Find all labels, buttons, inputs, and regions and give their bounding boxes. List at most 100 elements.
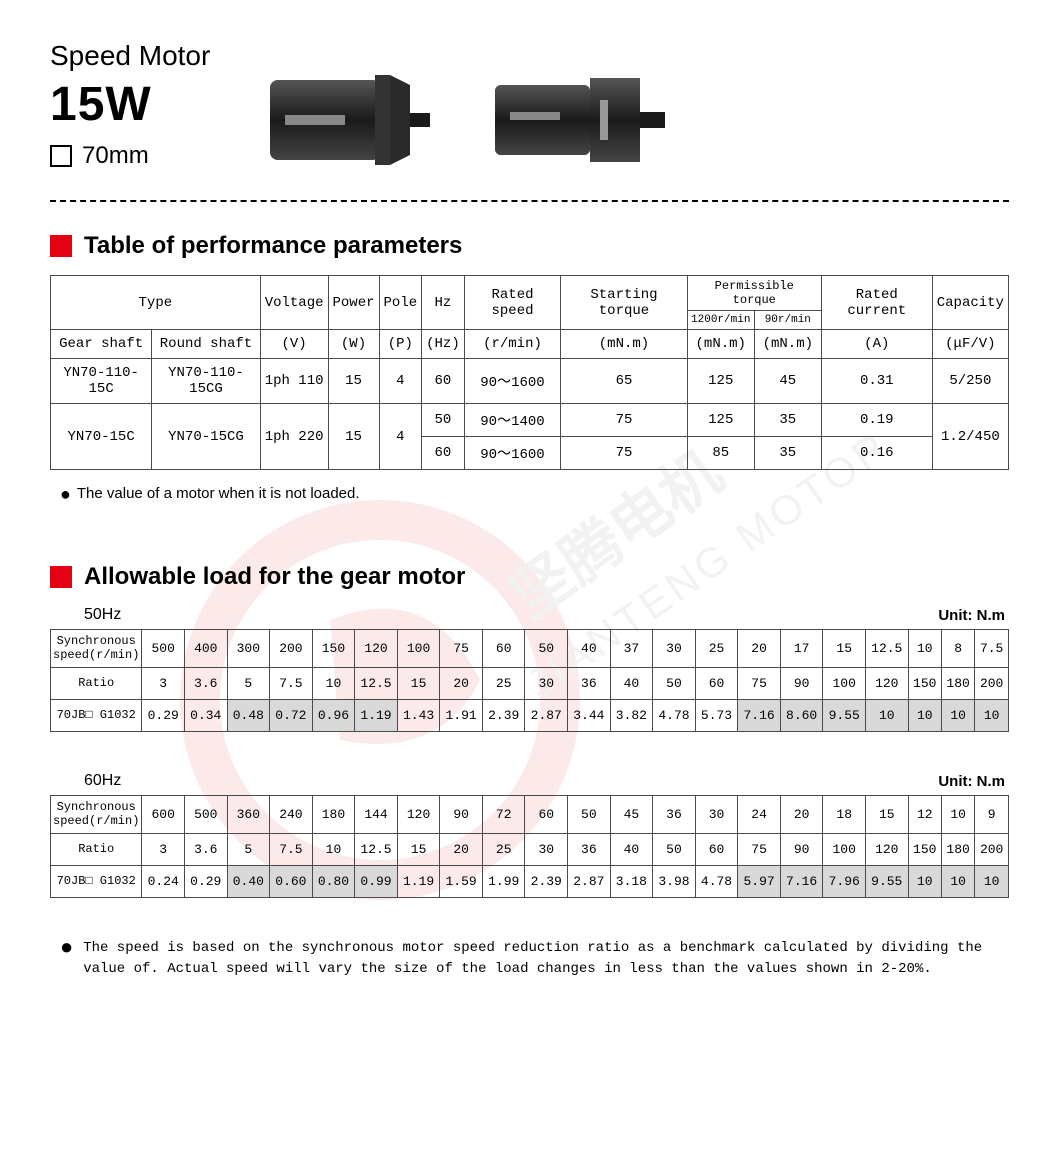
section1-title-row: Table of performance parameters bbox=[50, 232, 1009, 260]
load-cell: 75 bbox=[738, 667, 781, 699]
red-square-icon bbox=[50, 566, 72, 588]
load-cell: 0.60 bbox=[270, 865, 313, 897]
load-row-label: Synchronousspeed(r/min) bbox=[51, 630, 142, 668]
load-cell: 2.87 bbox=[568, 865, 611, 897]
divider-dashed bbox=[50, 200, 1009, 202]
load-cell: 15 bbox=[865, 795, 908, 833]
load-label-row: 60HzUnit: N.m bbox=[50, 772, 1009, 790]
u-v: (V) bbox=[260, 330, 328, 359]
th-round: Round shaft bbox=[152, 330, 260, 359]
load-cell: 100 bbox=[823, 667, 866, 699]
load-row: 70JB□ G10320.240.290.400.600.800.991.191… bbox=[51, 865, 1009, 897]
th-power: Power bbox=[328, 276, 379, 330]
u-p: (P) bbox=[379, 330, 422, 359]
load-cell: 5.73 bbox=[695, 699, 738, 731]
th-gear: Gear shaft bbox=[51, 330, 152, 359]
th-perm-torque: Permissible torque 1200r/min 90r/min bbox=[687, 276, 821, 330]
load-cell: 9 bbox=[975, 795, 1009, 833]
perf-row-2a: YN70-15C YN70-15CG 1ph 220 15 4 50 90～14… bbox=[51, 404, 1009, 437]
load-cell: 12.5 bbox=[355, 667, 398, 699]
load-cell: 1.59 bbox=[440, 865, 483, 897]
size-row: 70mm bbox=[50, 142, 210, 170]
th-voltage: Voltage bbox=[260, 276, 328, 330]
load-cell: 90 bbox=[780, 667, 823, 699]
load-cell: 50 bbox=[653, 667, 696, 699]
section1-title: Table of performance parameters bbox=[84, 232, 462, 260]
load-label-row: 50HzUnit: N.m bbox=[50, 606, 1009, 624]
load-cell: 10 bbox=[941, 699, 974, 731]
load-cell: 120 bbox=[397, 795, 440, 833]
performance-table: Type Voltage Power Pole Hz Rated speed S… bbox=[50, 275, 1009, 470]
load-cell: 3.98 bbox=[653, 865, 696, 897]
red-square-icon bbox=[50, 235, 72, 257]
load-cell: 15 bbox=[397, 667, 440, 699]
size-box-icon bbox=[50, 145, 72, 167]
load-cell: 10 bbox=[941, 865, 974, 897]
load-cell: 17 bbox=[780, 630, 823, 668]
load-cell: 7.16 bbox=[738, 699, 781, 731]
load-cell: 3.6 bbox=[184, 667, 227, 699]
load-cell: 3.82 bbox=[610, 699, 653, 731]
load-cell: 20 bbox=[440, 833, 483, 865]
bullet-icon: ● bbox=[60, 938, 73, 980]
load-cell: 150 bbox=[908, 833, 941, 865]
load-cell: 1.19 bbox=[397, 865, 440, 897]
load-cell: 360 bbox=[227, 795, 270, 833]
hz-label: 50Hz bbox=[54, 606, 121, 624]
load-cell: 12.5 bbox=[355, 833, 398, 865]
load-cell: 25 bbox=[482, 833, 525, 865]
load-cell: 30 bbox=[525, 667, 568, 699]
load-cell: 40 bbox=[610, 833, 653, 865]
th-current: Rated current bbox=[821, 276, 932, 330]
load-cell: 3.18 bbox=[610, 865, 653, 897]
load-cell: 500 bbox=[184, 795, 227, 833]
load-cell: 0.29 bbox=[142, 699, 185, 731]
load-cell: 10 bbox=[941, 795, 974, 833]
load-cell: 3.6 bbox=[184, 833, 227, 865]
load-cell: 20 bbox=[440, 667, 483, 699]
load-cell: 200 bbox=[975, 667, 1009, 699]
load-cell: 180 bbox=[941, 667, 974, 699]
u-ufv: (μF/V) bbox=[932, 330, 1008, 359]
load-row-label: Synchronousspeed(r/min) bbox=[51, 795, 142, 833]
load-cell: 2.87 bbox=[525, 699, 568, 731]
load-cell: 5 bbox=[227, 667, 270, 699]
load-row: 70JB□ G10320.290.340.480.720.961.191.431… bbox=[51, 699, 1009, 731]
load-cell: 100 bbox=[823, 833, 866, 865]
load-cell: 10 bbox=[312, 833, 355, 865]
load-cell: 10 bbox=[312, 667, 355, 699]
load-cell: 4.78 bbox=[695, 865, 738, 897]
load-cell: 144 bbox=[355, 795, 398, 833]
u-hz: (Hz) bbox=[422, 330, 465, 359]
load-cell: 30 bbox=[653, 630, 696, 668]
load-cell: 10 bbox=[908, 865, 941, 897]
load-cell: 25 bbox=[695, 630, 738, 668]
load-cell: 2.39 bbox=[482, 699, 525, 731]
load-row: Ratio33.657.51012.5152025303640506075901… bbox=[51, 667, 1009, 699]
load-cell: 0.99 bbox=[355, 865, 398, 897]
load-cell: 300 bbox=[227, 630, 270, 668]
load-cell: 8.60 bbox=[780, 699, 823, 731]
load-row-label: Ratio bbox=[51, 833, 142, 865]
load-cell: 500 bbox=[142, 630, 185, 668]
load-cell: 120 bbox=[865, 833, 908, 865]
load-cell: 4.78 bbox=[653, 699, 696, 731]
load-cell: 200 bbox=[270, 630, 313, 668]
load-cell: 36 bbox=[653, 795, 696, 833]
load-cell: 1.91 bbox=[440, 699, 483, 731]
load-row: Synchronousspeed(r/min)50040030020015012… bbox=[51, 630, 1009, 668]
load-cell: 1.99 bbox=[482, 865, 525, 897]
load-cell: 15 bbox=[823, 630, 866, 668]
th-speed: Rated speed bbox=[464, 276, 561, 330]
load-cell: 8 bbox=[941, 630, 974, 668]
load-cell: 50 bbox=[568, 795, 611, 833]
load-cell: 0.40 bbox=[227, 865, 270, 897]
load-cell: 0.80 bbox=[312, 865, 355, 897]
section2-title: Allowable load for the gear motor bbox=[84, 563, 465, 591]
load-cell: 0.96 bbox=[312, 699, 355, 731]
load-cell: 3 bbox=[142, 833, 185, 865]
load-cell: 7.5 bbox=[270, 667, 313, 699]
load-cell: 7.16 bbox=[780, 865, 823, 897]
u-w: (W) bbox=[328, 330, 379, 359]
load-cell: 60 bbox=[482, 630, 525, 668]
